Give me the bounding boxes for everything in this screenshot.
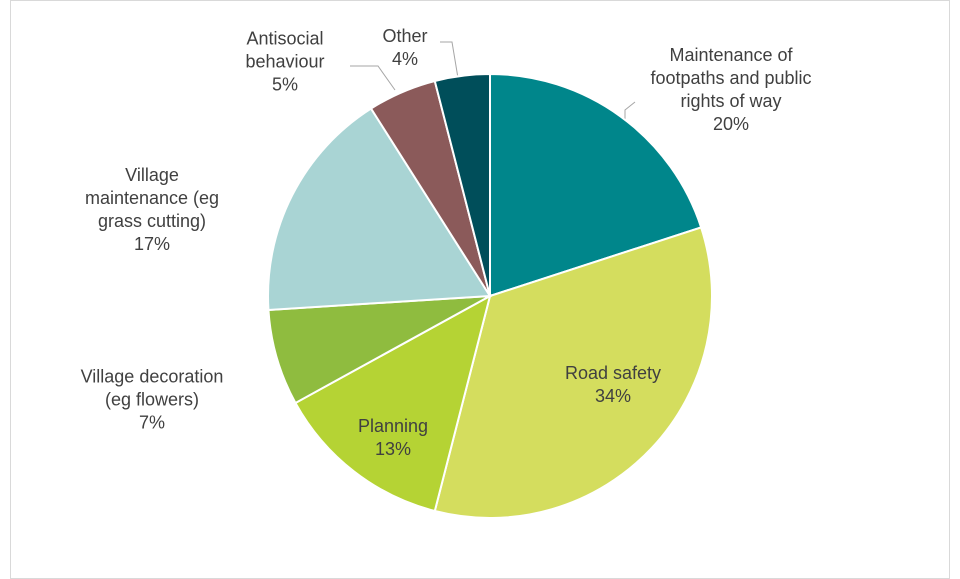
category-label: Antisocial behaviour	[245, 28, 325, 72]
data-label: Planning 13%	[333, 415, 453, 461]
category-label: Village maintenance (eg grass cutting)	[84, 165, 220, 231]
data-label: Road safety 34%	[533, 362, 693, 408]
pie-slice	[267, 107, 492, 311]
leader-line	[350, 65, 396, 91]
data-label: Village maintenance (eg grass cutting) 17…	[77, 164, 227, 256]
category-label: Road safety	[564, 363, 662, 383]
data-label: Village decoration (eg flowers) 7%	[67, 366, 237, 435]
category-label: Other	[382, 26, 428, 46]
value-label: 20%	[712, 114, 750, 134]
category-label: Planning	[357, 416, 429, 436]
category-label: Maintenance of footpaths and public righ…	[650, 45, 812, 111]
pie-slice	[294, 294, 492, 513]
value-label: 4%	[391, 49, 418, 69]
pie-slice	[489, 72, 703, 298]
leader-line	[440, 41, 459, 79]
data-label: Maintenance of footpaths and public righ…	[636, 44, 826, 136]
value-label: 5%	[271, 74, 298, 95]
data-label: Other 4%	[365, 25, 445, 71]
value-label: 7%	[138, 412, 165, 433]
category-label: Village decoration (eg flowers)	[80, 366, 224, 410]
data-label: Antisocial behaviour 5%	[220, 28, 350, 97]
value-label: 17%	[133, 234, 171, 254]
pie-slice	[433, 72, 491, 297]
value-label: 34%	[594, 386, 632, 406]
pie-slice	[433, 226, 713, 519]
value-label: 13%	[374, 439, 412, 459]
